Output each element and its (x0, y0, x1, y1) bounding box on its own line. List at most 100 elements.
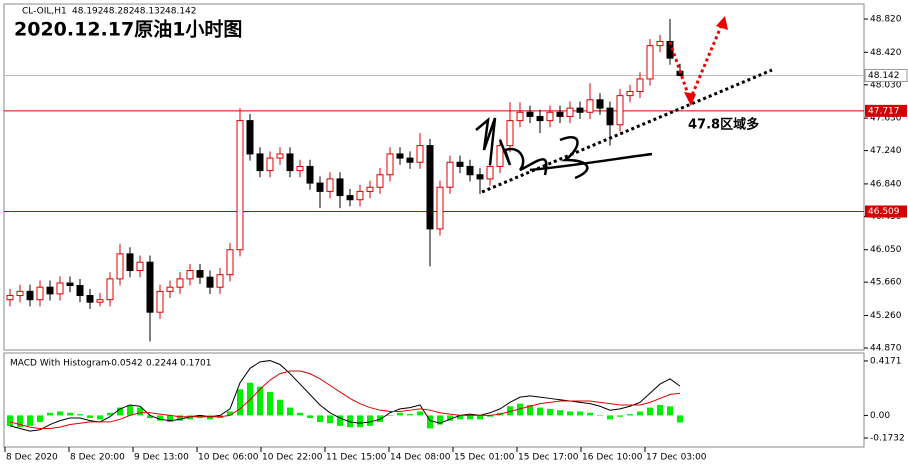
y-tick-label: 44.870 (870, 344, 902, 354)
candle-body (76, 285, 84, 297)
y-tick-label: 0.00 (870, 411, 890, 421)
macd-signal-value: 0.1701 (180, 359, 212, 369)
histogram-bar (47, 412, 53, 416)
level-label: 46.509 (868, 207, 900, 217)
y-tick-label: 48.820 (870, 14, 902, 24)
down-arrow (668, 41, 692, 101)
candle-body (296, 165, 304, 172)
candle-body (466, 165, 474, 176)
histogram-bar (97, 415, 103, 420)
candle-body (606, 107, 614, 126)
histogram-bar (347, 415, 353, 428)
candle-body (326, 178, 334, 192)
histogram-bar (427, 415, 433, 429)
histogram-bar (487, 415, 493, 417)
histogram-bar (227, 411, 233, 416)
y-tick-label: 47.630 (870, 114, 902, 124)
candle-body (436, 186, 444, 230)
candle-body (386, 153, 394, 176)
y-tick-label: 47.240 (870, 146, 902, 156)
open-value: 48.192 (72, 7, 104, 17)
high-value: 48.282 (103, 7, 135, 17)
candle-body (446, 161, 454, 188)
histogram-bar (357, 415, 363, 428)
candle-body (486, 165, 494, 180)
histogram-bar (567, 411, 573, 416)
candle-body (56, 282, 64, 295)
histogram-bar (597, 415, 603, 416)
histogram-bar (367, 415, 373, 426)
y-tick-label: 46.840 (870, 179, 902, 189)
histogram-bar (467, 415, 473, 420)
macd-value: 0.2244 (146, 359, 178, 369)
x-tick-label: 15 Dec 17:00 (518, 453, 579, 463)
histogram-bar (457, 415, 463, 420)
candle-body (16, 290, 24, 297)
candle-body (526, 111, 534, 117)
x-tick-label: 9 Dec 13:00 (134, 453, 189, 463)
price-label: 48.142 (868, 71, 900, 81)
histogram-bar (327, 415, 333, 424)
x-tick-label: 11 Dec 15:00 (326, 453, 387, 463)
candle-body (226, 249, 234, 276)
candle-body (396, 153, 404, 159)
annotation: 47.8区域多 (688, 117, 759, 133)
candle-body (216, 274, 224, 288)
histogram-bar (657, 404, 663, 416)
candle-body (576, 107, 584, 113)
y-tick-label: 45.660 (870, 278, 902, 288)
candle-body (96, 299, 104, 303)
candle-body (586, 99, 594, 113)
histogram-bar (527, 404, 533, 416)
candle-body (646, 45, 654, 80)
candle-body (596, 99, 604, 109)
candle-body (626, 90, 634, 97)
candle-body (116, 253, 124, 280)
candle-body (106, 278, 114, 301)
histogram-bar (27, 415, 33, 426)
price-label-box (864, 68, 908, 82)
candle-body (456, 161, 464, 167)
histogram-bar (507, 406, 513, 416)
candle-body (416, 145, 424, 163)
candle-body (146, 261, 154, 313)
symbol: CL-OIL,H1 (22, 7, 67, 17)
histogram-bar (137, 407, 143, 416)
histogram-bar (167, 415, 173, 422)
histogram-bar (287, 407, 293, 416)
candle-body (186, 270, 194, 280)
x-tick-label: 16 Dec 10:00 (582, 453, 643, 463)
histogram-bar (437, 415, 443, 425)
histogram-bar (157, 415, 163, 421)
candle-body (556, 111, 564, 117)
candle-body (236, 120, 244, 251)
main-panel (3, 3, 865, 351)
candle-body (66, 282, 74, 287)
candle-body (546, 111, 554, 122)
candle-body (316, 182, 324, 192)
candle-body (656, 40, 664, 47)
candle-body (266, 157, 274, 172)
histogram-bar (557, 410, 563, 416)
level-label-box (865, 104, 907, 117)
trend-line (481, 68, 773, 194)
histogram-bar (587, 412, 593, 416)
x-tick-label: 17 Dec 03:00 (646, 453, 707, 463)
x-tick-label: 10 Dec 22:00 (262, 453, 323, 463)
candle-body (246, 120, 254, 155)
histogram-bar (407, 414, 413, 416)
histogram-bar (207, 415, 213, 420)
candle-body (86, 295, 94, 303)
arrow-head (716, 16, 728, 30)
x-tick-label: 8 Dec 2020 (6, 453, 58, 463)
histogram-bar (87, 415, 93, 419)
header: CL-OIL,H1 48.192 48.282 48.132 48.142 20… (10, 7, 242, 369)
candle-body (286, 153, 294, 172)
level-label-box (865, 205, 907, 218)
y-tick-label: 46.050 (870, 245, 902, 255)
macd-hist-value: -0.0542 (108, 359, 143, 369)
histogram-bar (177, 415, 183, 421)
candle-body (356, 190, 364, 201)
